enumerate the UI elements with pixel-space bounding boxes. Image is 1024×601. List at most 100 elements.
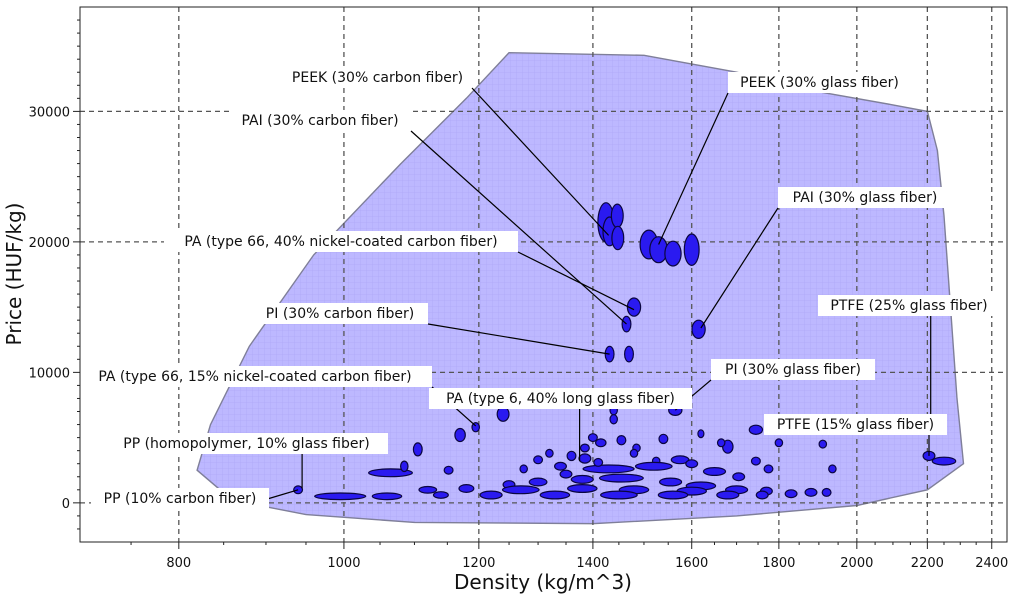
material-bubble-55 [702,467,727,477]
annotation-label-9: PA (type 6, 40% long glass fiber) [446,391,675,407]
material-bubble-61 [658,477,683,487]
material-bubble-58 [570,474,594,484]
material-bubble-40 [566,450,577,462]
material-bubble-57 [598,473,644,483]
material-bubble-76 [716,490,740,500]
plot-frame [79,6,1008,543]
material-bubble-49 [545,448,554,458]
material-bubble-15 [454,427,466,443]
material-bubble-32 [750,456,761,466]
x-tick-label-1800: 1800 [762,556,795,571]
material-bubble-72 [479,490,503,500]
material-bubble-64 [418,485,438,494]
x-tick-label-1000: 1000 [327,556,360,571]
material-bubble-6 [664,240,682,267]
x-tick-label-1400: 1400 [576,556,609,571]
annotation-box-10 [764,414,947,435]
annotation-box-6 [711,359,875,380]
material-bubble-75 [657,490,689,500]
leader-line-4 [517,251,635,311]
material-bubble-10 [691,319,706,339]
annotation-box-2 [229,110,411,131]
material-bubble-33 [412,442,423,457]
annotation-box-8 [78,366,432,387]
y-tick-label-0: 0 [62,497,70,512]
leader-line-2 [410,130,627,325]
y-tick-label-10000: 10000 [29,366,70,381]
material-bubble-43 [594,438,607,448]
material-bubble-78 [784,489,798,499]
leader-line-5 [427,323,610,355]
y-tick-label-20000: 20000 [29,236,70,251]
annotation-box-7 [818,295,1000,316]
material-bubble-36 [443,465,454,475]
material-bubble-17 [609,414,619,425]
leader-line-1 [658,92,729,245]
material-bubble-42 [587,433,598,443]
annotation-label-12: PP (10% carbon fiber) [104,491,257,507]
material-bubble-35 [399,460,409,473]
material-bubble-29 [818,439,828,449]
material-bubble-24 [697,429,705,439]
annotation-layer: PEEK (30% carbon fiber) PEEK (30% glass f… [78,67,1000,509]
x-tick-label-800: 800 [166,556,191,571]
axis-layer: 800 1000 1200 1400 1600 1800 2000 2200 2400 0 1000… [29,19,1008,571]
material-bubble-48 [685,459,699,469]
material-bubble-80 [821,487,832,497]
material-bubble-12 [623,345,634,363]
annotation-label-0: PEEK (30% carbon fiber) [292,70,463,86]
material-bubble-52 [519,464,529,474]
material-bubble-22 [748,424,764,435]
annotation-box-12 [91,488,269,509]
material-bubble-26 [658,433,669,445]
material-bubble-66 [566,484,598,494]
material-bubble-8 [626,297,642,317]
material-bubble-31 [763,464,774,474]
material-bubble-3 [611,225,625,251]
annotation-label-8: PA (type 66, 15% nickel-coated carbon fi… [98,369,411,385]
material-bubble-28 [774,438,784,448]
y-tick-label-30000: 30000 [29,105,70,120]
material-bubble-65 [501,485,540,495]
material-bubble-63 [458,484,475,494]
annotation-label-11: PP (homopolymer, 10% glass fiber) [123,436,369,452]
leader-line-0 [471,87,610,236]
material-bubble-13 [496,406,510,422]
material-bubble-38 [314,492,367,501]
material-bubble-30 [828,464,837,474]
annotation-label-7: PTFE (25% glass fiber) [830,298,987,314]
material-bubble-51 [553,461,567,471]
annotation-label-6: PI (30% glass fiber) [725,362,861,378]
annotation-label-1: PEEK (30% glass fiber) [740,75,899,91]
material-bubble-71 [432,491,449,499]
material-bubble-44 [579,443,590,453]
x-axis-title: Density (kg/m^3) [454,570,632,594]
material-bubble-9 [621,315,632,333]
material-bubble-39 [371,492,403,501]
material-bubble-50 [533,455,544,465]
annotation-box-1 [728,72,911,93]
annotation-box-11 [105,433,388,454]
x-tick-label-2000: 2000 [840,556,873,571]
annotation-box-4 [164,231,518,252]
material-bubble-34 [368,468,414,478]
x-tick-label-2200: 2200 [911,556,944,571]
annotation-label-2: PAI (30% carbon fiber) [241,113,398,129]
annotation-box-9 [429,388,692,409]
annotation-box-5 [252,303,428,324]
material-bubble-21 [931,456,957,466]
material-bubble-27 [716,438,726,448]
x-tick-label-1600: 1600 [675,556,708,571]
material-bubble-74 [600,490,638,500]
material-bubble-7 [683,233,700,266]
y-axis-title: Price (HUF/kg) [2,203,26,346]
material-bubble-73 [539,490,571,500]
material-bubble-59 [528,477,548,487]
material-bubble-81 [559,469,573,479]
leader-line-3 [700,207,779,329]
annotation-box-3 [778,187,952,208]
material-bubble-41 [578,453,592,464]
material-bubble-53 [582,464,635,474]
material-bubble-79 [804,487,818,497]
